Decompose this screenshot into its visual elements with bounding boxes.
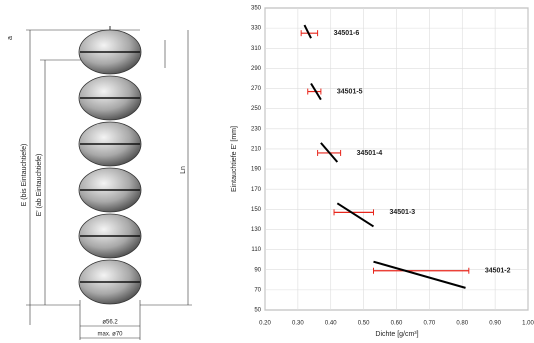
- y-tick-label: 210: [251, 147, 262, 153]
- y-tick-label: 270: [251, 86, 262, 92]
- drawing-label: E' (ab Eintauchtiefe): [36, 154, 43, 217]
- y-tick-label: 250: [251, 106, 262, 112]
- y-tick-label: 150: [251, 207, 262, 213]
- y-tick-label: 50: [254, 308, 261, 314]
- y-tick-label: 190: [251, 167, 262, 173]
- y-tick-label: 170: [251, 187, 262, 193]
- drawing: a E (bis Eintauchtiefe) E' (ab Eintaucht…: [7, 26, 192, 340]
- x-tick-label: 0.80: [456, 321, 468, 327]
- drawing-label: max. ø70: [97, 332, 123, 338]
- series-label: 34501-3: [389, 209, 415, 216]
- spheres: [79, 26, 141, 304]
- y-tick-label: 350: [251, 6, 262, 12]
- y-tick-label: 130: [251, 227, 262, 233]
- drawing-label: Ln: [180, 166, 187, 174]
- y-axis-label: Eintauchtiefe E' [mm]: [231, 126, 238, 192]
- series-label: 34501-2: [485, 268, 511, 275]
- y-tick-label: 310: [251, 46, 262, 52]
- series-label: 34501-4: [357, 150, 383, 157]
- page: a E (bis Eintauchtiefe) E' (ab Eintaucht…: [0, 0, 534, 343]
- x-tick-label: 0.40: [325, 321, 337, 327]
- y-tick-label: 70: [254, 287, 261, 293]
- y-tick-label: 330: [251, 26, 262, 32]
- y-tick-label: 290: [251, 66, 262, 72]
- series-label: 34501-5: [337, 88, 363, 95]
- x-tick-label: 0.50: [358, 321, 370, 327]
- y-tick-label: 230: [251, 126, 262, 132]
- drawing-label: a: [7, 36, 14, 40]
- x-tick-label: 0.60: [391, 321, 403, 327]
- x-tick-label: 0.90: [489, 321, 501, 327]
- x-tick-label: 1.00: [522, 321, 534, 327]
- x-tick-label: 0.30: [292, 321, 304, 327]
- x-tick-label: 0.20: [259, 321, 271, 327]
- y-tick-label: 110: [251, 247, 261, 253]
- x-axis-label: Dichte [g/cm³]: [375, 331, 418, 338]
- drawing-label: ø56.2: [102, 320, 118, 326]
- y-tick-label: 90: [254, 267, 261, 273]
- drawing-label: E (bis Eintauchtiefe): [21, 144, 28, 207]
- x-tick-label: 0.70: [424, 321, 436, 327]
- series-label: 34501-6: [334, 30, 360, 37]
